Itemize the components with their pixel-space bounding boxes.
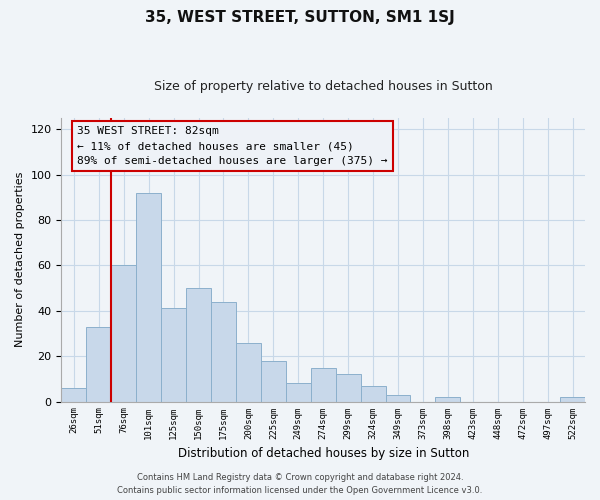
Text: 35 WEST STREET: 82sqm
← 11% of detached houses are smaller (45)
89% of semi-deta: 35 WEST STREET: 82sqm ← 11% of detached … [77,126,388,166]
Bar [61,388,86,402]
Text: 35, WEST STREET, SUTTON, SM1 1SJ: 35, WEST STREET, SUTTON, SM1 1SJ [145,10,455,25]
Bar [286,384,311,402]
Bar [361,386,386,402]
Bar [261,360,286,402]
Bar [386,394,410,402]
Bar [436,397,460,402]
Bar [111,266,136,402]
Bar [560,397,585,402]
Bar [211,302,236,402]
X-axis label: Distribution of detached houses by size in Sutton: Distribution of detached houses by size … [178,447,469,460]
Bar [86,326,111,402]
Y-axis label: Number of detached properties: Number of detached properties [15,172,25,348]
Bar [161,308,186,402]
Bar [335,374,361,402]
Bar [236,342,261,402]
Text: Contains HM Land Registry data © Crown copyright and database right 2024.
Contai: Contains HM Land Registry data © Crown c… [118,474,482,495]
Bar [186,288,211,402]
Bar [136,192,161,402]
Title: Size of property relative to detached houses in Sutton: Size of property relative to detached ho… [154,80,493,93]
Bar [311,368,335,402]
